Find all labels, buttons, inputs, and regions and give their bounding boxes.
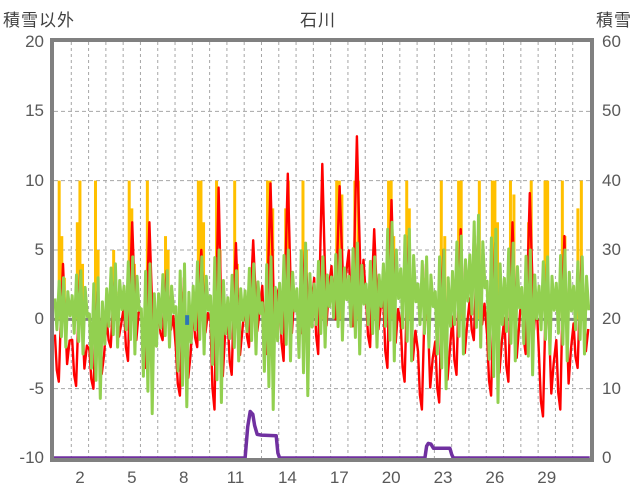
left-axis-tick-label: 10 [25, 170, 44, 190]
right-axis-tick-label: 20 [602, 309, 621, 329]
right-axis-tick-label: 40 [602, 170, 621, 190]
left-axis-tick-label: 5 [34, 240, 44, 259]
right-axis-tick-label: 0 [602, 448, 612, 467]
x-axis-tick-label: 2 [75, 468, 85, 487]
x-axis-tick-label: 14 [277, 468, 297, 487]
left-axis-tick-label: -10 [19, 448, 44, 467]
green-series-line [54, 213, 590, 416]
purple-snow-depth-line [54, 409, 590, 458]
x-axis-tick-label: 26 [485, 468, 505, 487]
left-axis-tick-label: 0 [34, 309, 44, 329]
x-axis-tick-label: 20 [381, 468, 401, 487]
x-axis-tick-label: 5 [127, 468, 137, 487]
right-axis-title: 積雪 [596, 11, 632, 30]
right-axis-tick-label: 10 [602, 378, 621, 398]
right-axis-tick-label: 50 [602, 101, 621, 121]
plot-area [54, 42, 590, 458]
x-axis-tick-label: 29 [537, 468, 557, 487]
x-axis-tick-label: 11 [226, 468, 245, 487]
left-axis-tick-label: 15 [25, 101, 44, 121]
x-axis-tick-label: 23 [433, 468, 453, 487]
x-axis-tick-label: 17 [329, 468, 349, 487]
chart-title: 石川 [300, 11, 336, 30]
left-axis-tick-label: -5 [28, 378, 44, 398]
right-axis-tick-label: 30 [602, 240, 621, 259]
x-axis-tick-label: 8 [178, 468, 189, 487]
left-axis-tick-label: 20 [25, 32, 44, 51]
left-axis-title: 積雪以外 [3, 11, 75, 30]
right-axis-tick-label: 60 [602, 32, 621, 51]
